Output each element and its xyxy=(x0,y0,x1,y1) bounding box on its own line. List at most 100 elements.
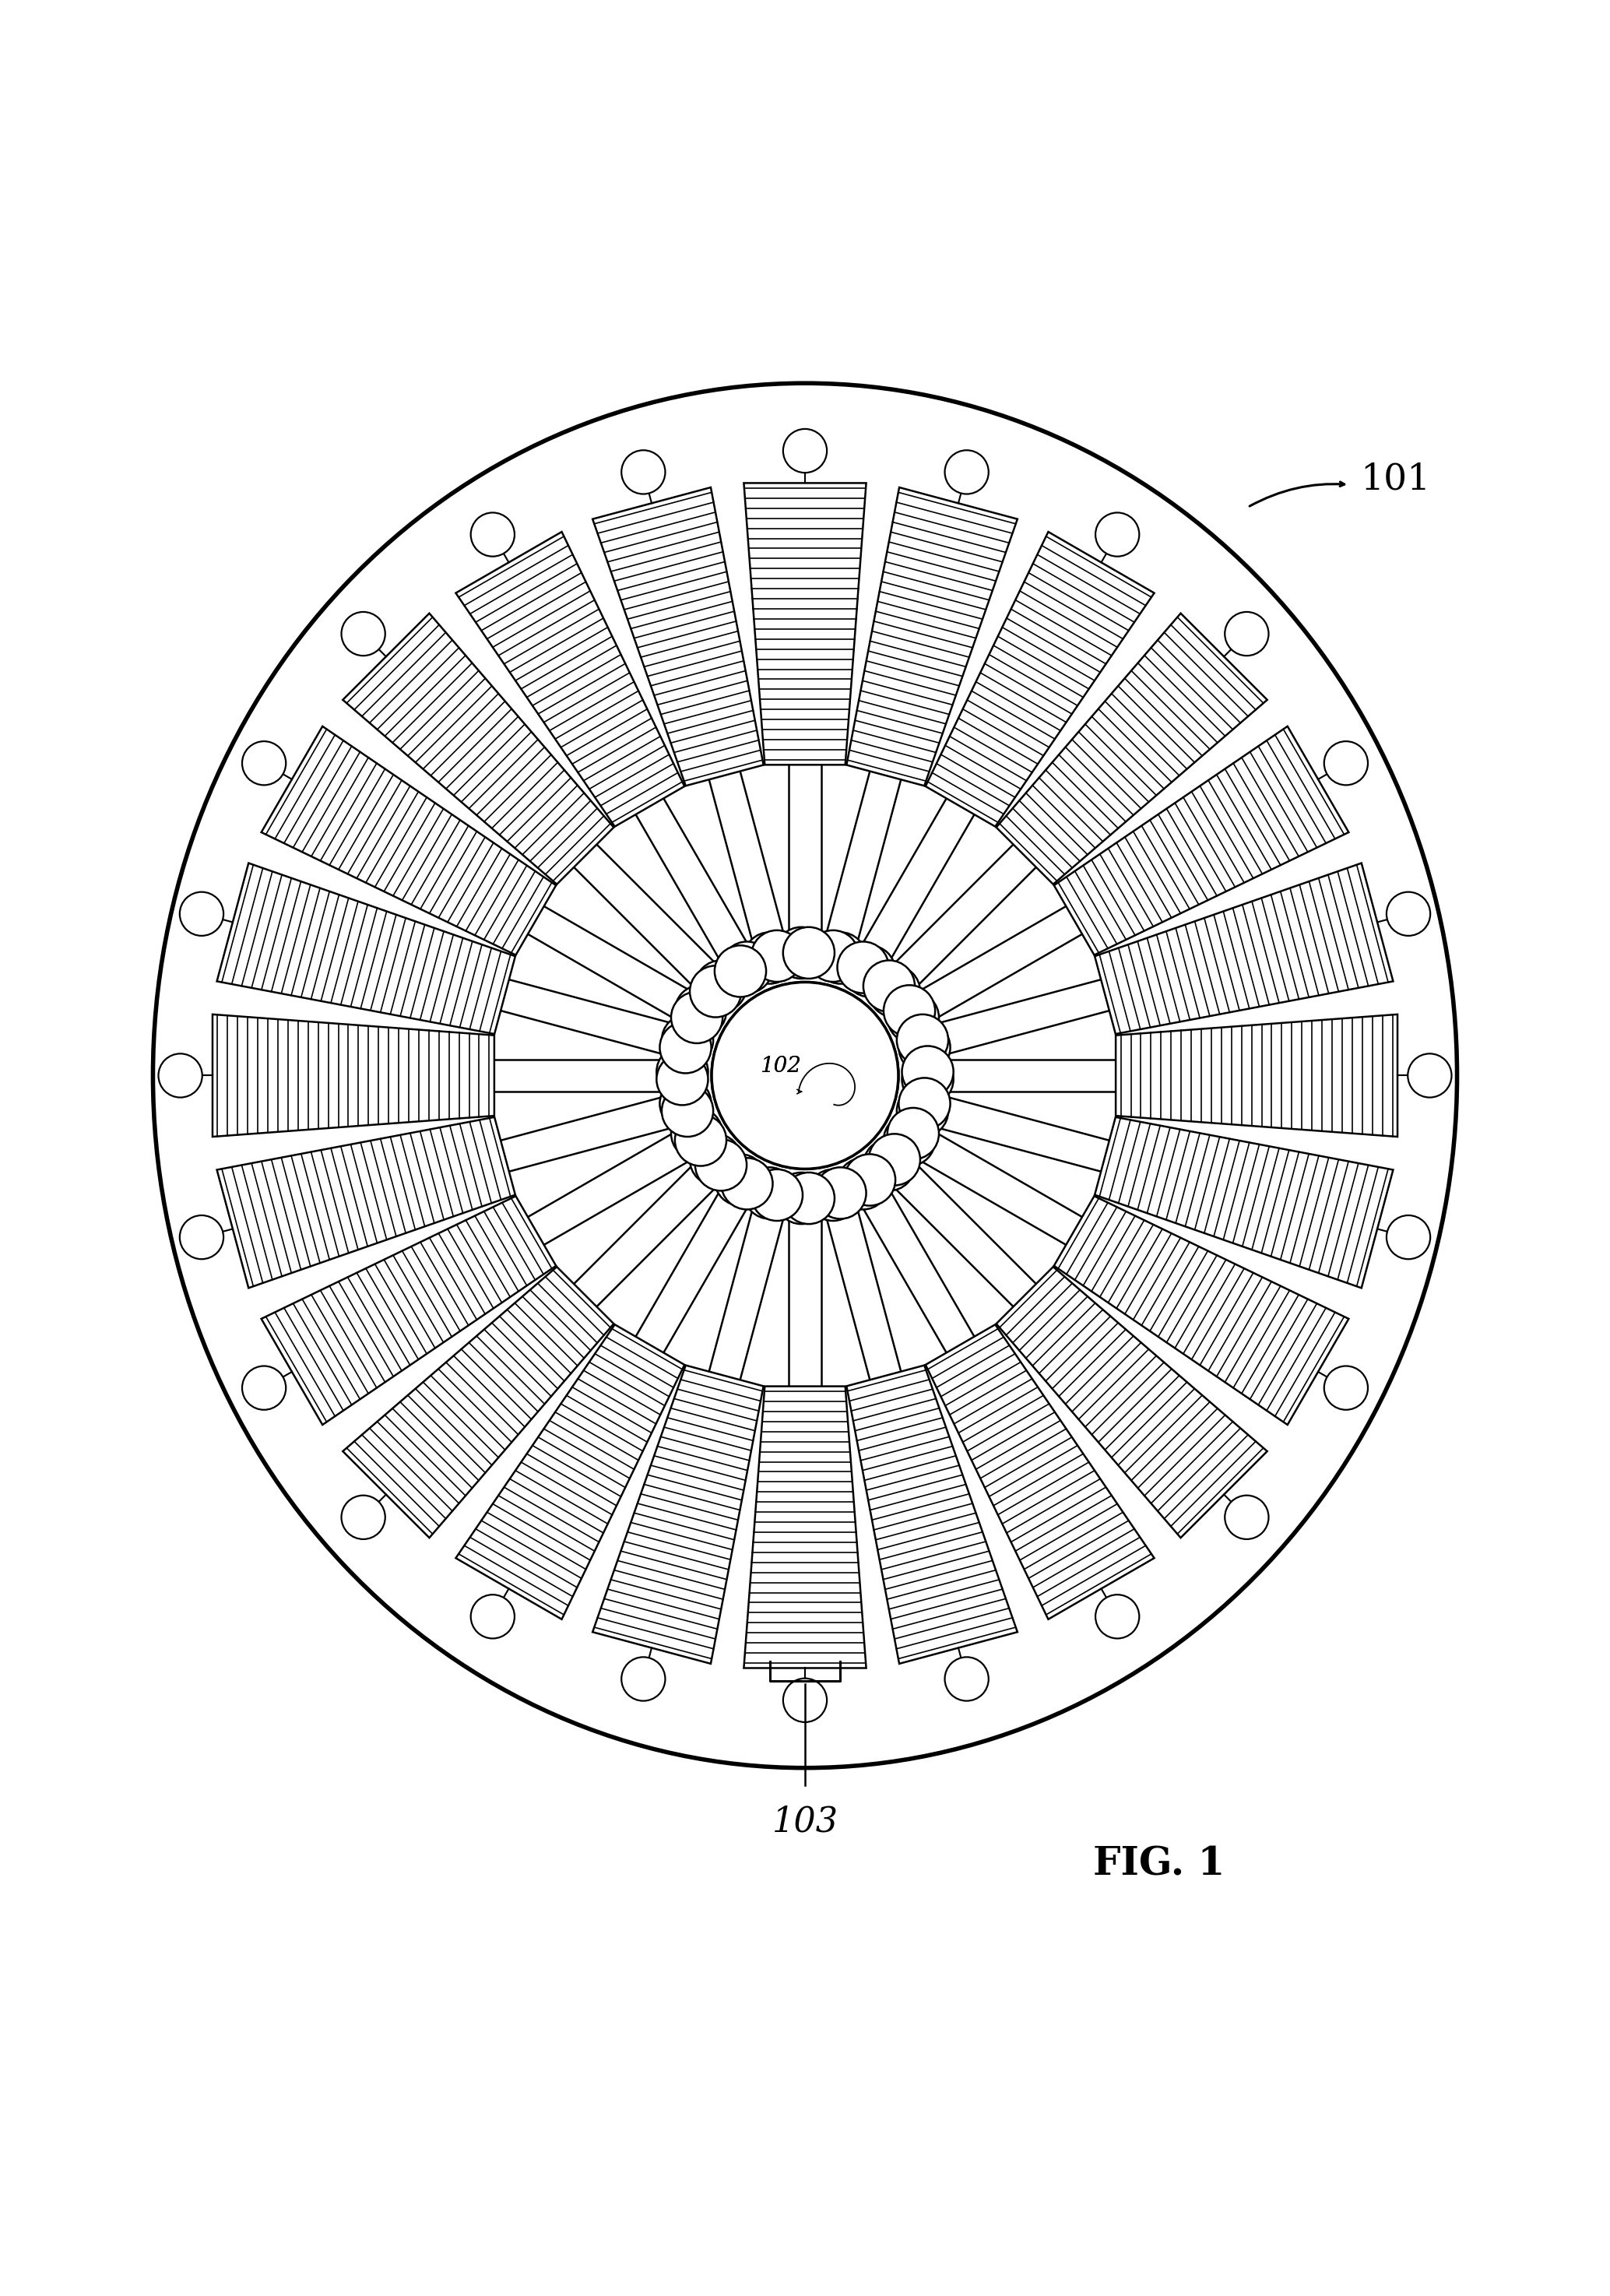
Circle shape xyxy=(869,967,921,1017)
Polygon shape xyxy=(217,863,515,1033)
Circle shape xyxy=(470,1596,515,1639)
Circle shape xyxy=(689,967,741,1017)
Circle shape xyxy=(887,992,939,1042)
Circle shape xyxy=(897,1086,948,1137)
Polygon shape xyxy=(926,533,1154,827)
Polygon shape xyxy=(261,726,555,955)
Circle shape xyxy=(715,1155,766,1205)
Circle shape xyxy=(715,946,766,996)
Circle shape xyxy=(902,1047,953,1097)
Circle shape xyxy=(1225,613,1269,657)
Circle shape xyxy=(884,985,935,1038)
Circle shape xyxy=(744,1166,795,1219)
Circle shape xyxy=(1386,1215,1430,1258)
Circle shape xyxy=(884,1114,935,1166)
Circle shape xyxy=(863,1139,914,1192)
Circle shape xyxy=(902,1054,953,1104)
Circle shape xyxy=(1225,1495,1269,1538)
Circle shape xyxy=(662,1015,713,1065)
Text: 103: 103 xyxy=(771,1805,839,1839)
Polygon shape xyxy=(213,1015,494,1137)
Polygon shape xyxy=(744,482,866,765)
Text: 102: 102 xyxy=(760,1056,802,1077)
Circle shape xyxy=(657,1054,708,1104)
Circle shape xyxy=(844,946,895,996)
Polygon shape xyxy=(592,487,763,785)
Polygon shape xyxy=(343,1267,613,1538)
Circle shape xyxy=(158,1054,203,1097)
Circle shape xyxy=(180,1215,224,1258)
Circle shape xyxy=(1386,891,1430,937)
Circle shape xyxy=(242,742,287,785)
Polygon shape xyxy=(343,613,613,884)
Polygon shape xyxy=(217,1118,515,1288)
Polygon shape xyxy=(997,613,1267,884)
Circle shape xyxy=(945,450,989,494)
Polygon shape xyxy=(847,1366,1018,1665)
Circle shape xyxy=(1407,1054,1452,1097)
Circle shape xyxy=(671,1109,723,1159)
Circle shape xyxy=(671,992,723,1042)
Circle shape xyxy=(712,983,898,1169)
Circle shape xyxy=(869,1134,921,1185)
Circle shape xyxy=(341,613,385,657)
Circle shape xyxy=(621,1658,665,1701)
Circle shape xyxy=(696,1139,747,1192)
Circle shape xyxy=(1095,512,1140,556)
Circle shape xyxy=(782,1173,834,1224)
Circle shape xyxy=(752,1169,803,1221)
Circle shape xyxy=(744,932,795,983)
Polygon shape xyxy=(1095,863,1393,1033)
Polygon shape xyxy=(1095,1118,1393,1288)
Circle shape xyxy=(1323,742,1368,785)
Circle shape xyxy=(721,941,773,994)
Circle shape xyxy=(945,1658,989,1701)
Circle shape xyxy=(837,1157,889,1210)
Circle shape xyxy=(898,1077,950,1130)
Circle shape xyxy=(815,1166,866,1219)
Text: 102: 102 xyxy=(760,1056,802,1077)
Circle shape xyxy=(863,960,914,1013)
Circle shape xyxy=(1095,1596,1140,1639)
Circle shape xyxy=(1323,1366,1368,1410)
Circle shape xyxy=(776,928,828,978)
Polygon shape xyxy=(456,1325,684,1619)
Polygon shape xyxy=(1055,726,1349,955)
Polygon shape xyxy=(997,1267,1267,1538)
Circle shape xyxy=(242,1366,287,1410)
Circle shape xyxy=(897,1015,948,1065)
Circle shape xyxy=(782,1678,828,1722)
Polygon shape xyxy=(847,487,1018,785)
Circle shape xyxy=(776,1173,828,1224)
Circle shape xyxy=(341,1495,385,1538)
Circle shape xyxy=(696,960,747,1013)
Circle shape xyxy=(621,450,665,494)
Polygon shape xyxy=(261,1196,555,1426)
Circle shape xyxy=(837,941,889,994)
Polygon shape xyxy=(1116,1015,1397,1137)
Circle shape xyxy=(657,1047,708,1097)
Circle shape xyxy=(807,1169,858,1221)
Polygon shape xyxy=(744,1387,866,1669)
Circle shape xyxy=(721,1157,773,1210)
Circle shape xyxy=(660,1022,712,1072)
Circle shape xyxy=(815,932,866,983)
Circle shape xyxy=(844,1155,895,1205)
Polygon shape xyxy=(1055,1196,1349,1426)
Circle shape xyxy=(887,1109,939,1159)
Circle shape xyxy=(660,1077,712,1130)
Circle shape xyxy=(807,930,858,983)
Circle shape xyxy=(752,930,803,983)
Circle shape xyxy=(180,891,224,937)
Polygon shape xyxy=(926,1325,1154,1619)
Circle shape xyxy=(782,429,828,473)
Text: FIG. 1: FIG. 1 xyxy=(1093,1846,1225,1883)
Polygon shape xyxy=(592,1366,763,1665)
Circle shape xyxy=(712,983,898,1169)
Circle shape xyxy=(675,985,726,1038)
Circle shape xyxy=(470,512,515,556)
Text: 101: 101 xyxy=(1360,461,1431,498)
Circle shape xyxy=(662,1086,713,1137)
Polygon shape xyxy=(456,533,684,827)
Circle shape xyxy=(689,1134,741,1185)
